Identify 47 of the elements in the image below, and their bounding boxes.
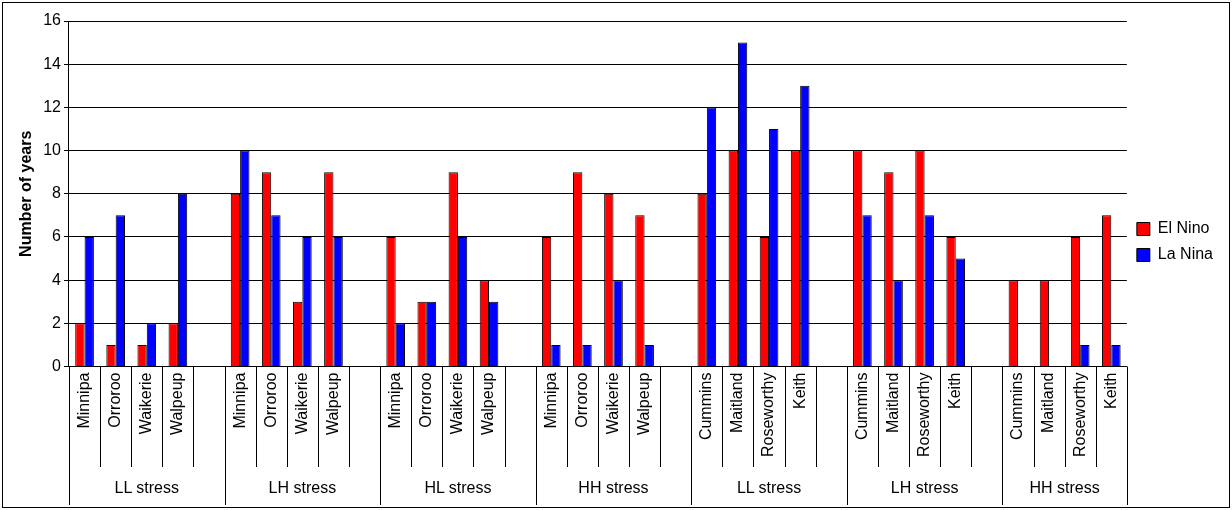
y-tick-label: 8 xyxy=(52,184,62,202)
x-tick-label: Waikerie xyxy=(292,372,310,435)
x-tick-label: Maitland xyxy=(728,372,746,434)
y-tick-label: 16 xyxy=(43,11,62,29)
x-tick-label: Walpeup xyxy=(323,372,341,436)
x-tick-label: Waikerie xyxy=(137,372,155,435)
text: HH stress xyxy=(578,479,649,497)
x-tick-label: Minnipa xyxy=(386,372,404,429)
x-tick-label: Walpeup xyxy=(635,372,652,436)
x-tick-label: Walpeup xyxy=(479,372,497,436)
y-tick-label: 0 xyxy=(52,356,62,374)
x-tick-label: Roseworthy xyxy=(759,372,777,458)
x-tick-label: Minnipa xyxy=(74,372,92,429)
x-tick-label: Waikerie xyxy=(603,372,621,435)
text: HH stress xyxy=(1029,479,1100,497)
y-tick-label: 14 xyxy=(43,54,62,72)
x-tick-label: Keith xyxy=(946,372,964,409)
text: LL stress xyxy=(114,479,179,497)
text: HL stress xyxy=(424,479,492,497)
text: LH stress xyxy=(268,479,337,497)
x-tick-label: Walpeup xyxy=(168,372,186,436)
x-tick-label: Orroroo xyxy=(106,372,124,428)
y-tick-label: 12 xyxy=(43,97,62,115)
text: LH stress xyxy=(890,479,959,497)
x-tick-label: Cummins xyxy=(1008,372,1026,441)
x-tick-label: Waikerie xyxy=(448,372,466,435)
x-tick-label: Keith xyxy=(1101,372,1119,409)
x-tick-label: Orroroo xyxy=(261,372,279,428)
x-tick-label: Maitland xyxy=(1039,372,1057,434)
x-tick-label: Orroroo xyxy=(417,372,435,428)
y-axis-title: Number of years xyxy=(17,130,35,257)
y-tick-label: 4 xyxy=(52,270,62,288)
x-tick-label: Orroroo xyxy=(572,372,590,428)
y-tick-label: 6 xyxy=(52,227,62,245)
x-tick-label: Keith xyxy=(790,372,808,409)
x-tick-label: Roseworthy xyxy=(1070,372,1088,458)
x-tick-label: Maitland xyxy=(883,372,901,434)
x-tick-label: Roseworthy xyxy=(915,372,933,458)
y-tick-label: 2 xyxy=(52,313,62,331)
x-tick-label: Minnipa xyxy=(541,372,559,429)
x-tick-label: Minnipa xyxy=(230,372,248,429)
x-tick-label: Cummins xyxy=(697,372,715,441)
legend-label: La Nina xyxy=(1157,245,1214,263)
y-tick-label: 10 xyxy=(43,140,62,158)
x-tick-label: Cummins xyxy=(852,372,870,441)
legend-label: El Nino xyxy=(1157,219,1210,237)
text: LL stress xyxy=(736,479,802,497)
